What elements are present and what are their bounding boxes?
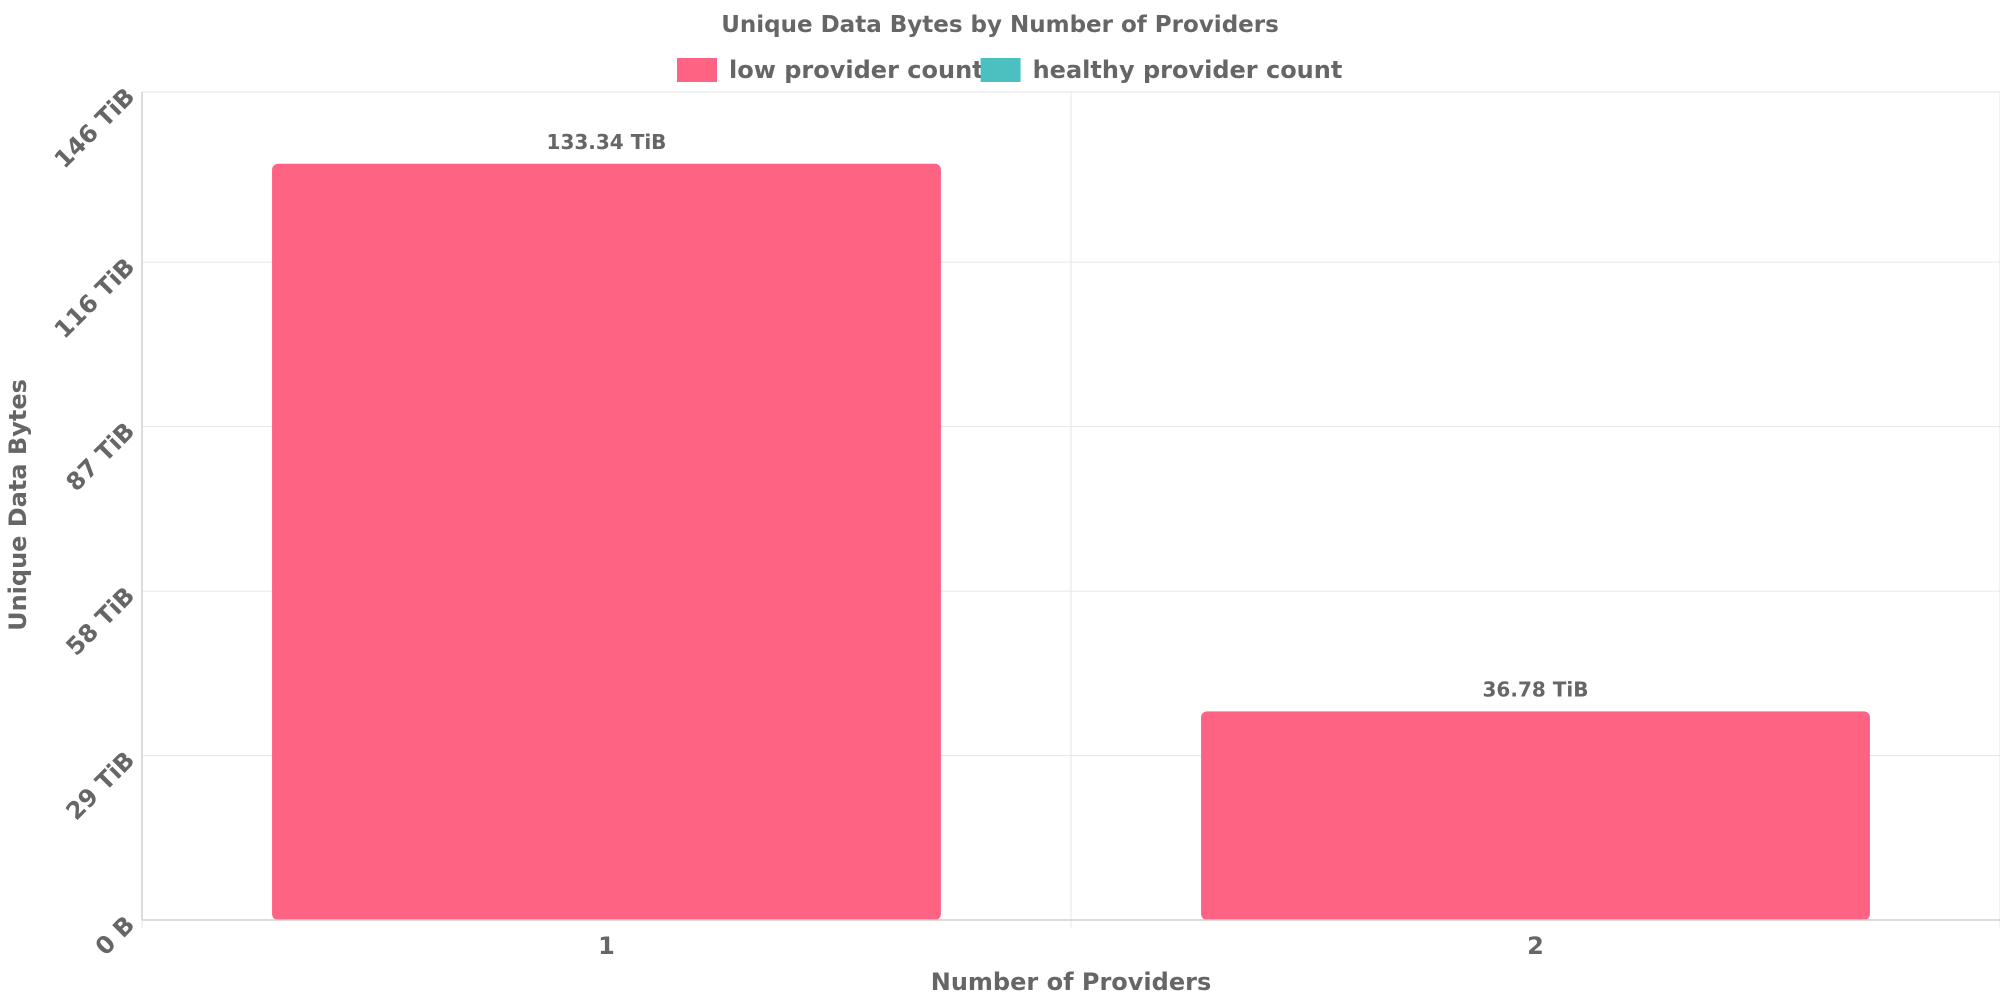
y-tick-label: 146 TiB xyxy=(49,82,140,173)
bar[interactable] xyxy=(1201,711,1870,920)
legend-label: healthy provider count xyxy=(1033,56,1343,84)
bars: 133.34 TiB 36.78 TiB xyxy=(272,130,1870,921)
y-tick-label: 58 TiB xyxy=(61,582,141,662)
y-axis-label: Unique Data Bytes xyxy=(4,379,32,631)
y-tick-label: 87 TiB xyxy=(61,417,141,497)
legend: low provider count healthy provider count xyxy=(677,56,1342,84)
x-tick-label: 2 xyxy=(1527,932,1544,960)
legend-item[interactable]: healthy provider count xyxy=(980,56,1343,84)
chart-title: Unique Data Bytes by Number of Providers xyxy=(721,12,1279,38)
legend-swatch xyxy=(677,58,717,82)
x-tick-label: 1 xyxy=(598,932,615,960)
legend-label: low provider count xyxy=(729,56,984,84)
y-tick-label: 116 TiB xyxy=(49,253,140,344)
bar[interactable] xyxy=(272,163,941,921)
legend-item[interactable]: low provider count xyxy=(677,56,984,84)
y-tick-label: 0 B xyxy=(90,910,140,960)
x-axis-label: Number of Providers xyxy=(931,968,1211,996)
data-label: 133.34 TiB xyxy=(547,130,667,154)
legend-swatch xyxy=(980,58,1021,82)
data-label: 36.78 TiB xyxy=(1483,677,1589,701)
y-tick-label: 29 TiB xyxy=(61,746,141,826)
